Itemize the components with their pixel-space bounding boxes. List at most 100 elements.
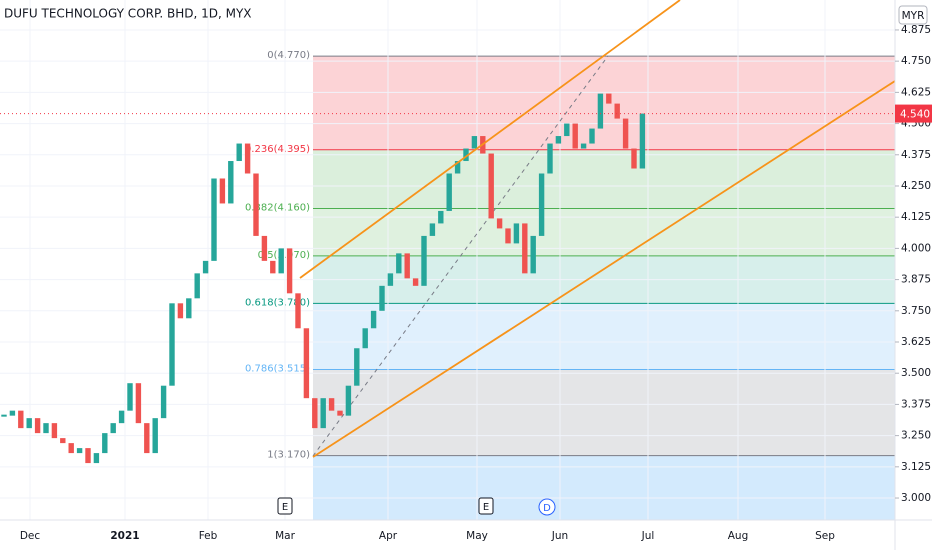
y-tick-label: 4.875 — [901, 24, 931, 36]
candle-body — [152, 418, 158, 454]
candle-body — [18, 410, 24, 429]
candle-body — [589, 128, 595, 144]
candle-body — [93, 453, 100, 464]
y-tick-label: 3.000 — [901, 492, 931, 504]
x-tick-label: Aug — [728, 530, 749, 542]
event-label: E — [483, 502, 489, 513]
y-tick-label: 3.875 — [901, 274, 931, 286]
candle-body — [236, 143, 242, 162]
y-tick-label: 4.125 — [901, 211, 931, 223]
candle-body — [186, 298, 192, 319]
candle-body — [295, 293, 301, 329]
candle-body — [471, 136, 478, 149]
candle-body — [454, 161, 461, 174]
candle-body — [463, 148, 469, 162]
fib-label: 1(3.170) — [267, 450, 310, 461]
candle-body — [622, 118, 629, 149]
channel-upper — [299, 0, 681, 279]
y-tick-label: 4.625 — [901, 86, 931, 98]
candle-body — [639, 113, 646, 169]
grid — [0, 0, 895, 520]
fib-label: 0.236(4.395) — [245, 144, 310, 155]
candle-body — [9, 410, 16, 416]
y-tick-label: 4.000 — [901, 242, 931, 254]
candle-body — [522, 223, 528, 274]
candle-body — [370, 310, 377, 329]
candle-body — [202, 260, 209, 274]
candle-body — [387, 273, 394, 286]
channel-lower — [312, 80, 896, 458]
candle-body — [606, 93, 612, 104]
candle-body — [219, 178, 226, 204]
candle-body — [68, 443, 74, 454]
x-tick-label: Apr — [379, 530, 398, 542]
candle-body — [228, 161, 234, 204]
candle-body — [261, 235, 268, 261]
candle-body — [320, 398, 326, 429]
candle-body — [270, 260, 276, 274]
candle-body — [555, 136, 562, 144]
y-tick-label: 3.250 — [901, 430, 931, 442]
candle-body — [421, 235, 427, 286]
chart-title: DUFU TECHNOLOGY CORP. BHD, 1D, MYX — [4, 7, 252, 21]
price-axis — [895, 0, 932, 550]
fib-trend-line — [312, 55, 609, 457]
candle-body — [211, 178, 217, 261]
candle-body — [446, 173, 452, 211]
candle-body — [160, 385, 167, 419]
y-tick-label: 3.375 — [901, 398, 931, 410]
candle-body — [547, 143, 553, 174]
candle-body — [614, 103, 620, 119]
candle-body — [412, 278, 419, 286]
event-markers: E E D — [277, 497, 556, 516]
axis-labels: Dec 2021 Feb Mar Apr May Jun Jul Aug Sep 4.875 4.75… — [20, 24, 932, 542]
dividend-circle[interactable] — [538, 498, 556, 516]
y-tick-label: 3.625 — [901, 336, 931, 348]
candle-body — [194, 273, 200, 299]
x-tick-label: Mar — [275, 530, 295, 542]
candles — [0, 93, 895, 464]
candle-body — [34, 418, 41, 434]
candle-body — [127, 383, 133, 411]
candle-body — [564, 123, 570, 137]
candle-body — [496, 218, 503, 229]
candle-body — [253, 173, 259, 236]
candle-body — [438, 210, 444, 224]
candle-body — [1, 414, 7, 417]
candle-body — [362, 328, 368, 349]
candle-body — [597, 93, 604, 129]
candle-body — [51, 423, 58, 439]
fib-zone — [313, 303, 895, 370]
event-box[interactable] — [277, 497, 293, 515]
event-label: E — [282, 502, 288, 513]
currency-box[interactable] — [898, 5, 928, 25]
candle-body — [110, 423, 116, 434]
x-tick-label: Jun — [551, 530, 568, 542]
candle-body — [76, 448, 83, 454]
candle-body — [144, 423, 150, 454]
y-tick-label: 4.750 — [901, 55, 931, 67]
fib-zone — [313, 455, 895, 520]
event-label: D — [543, 503, 551, 514]
candle-body — [312, 398, 318, 429]
y-tick-label: 3.125 — [901, 461, 931, 473]
event-box[interactable] — [478, 497, 494, 515]
fib-label: 0.618(3.780) — [245, 297, 310, 308]
candle-body — [572, 123, 578, 149]
candle-body — [328, 398, 335, 411]
x-tick-label: May — [466, 530, 488, 542]
x-tick-label: Feb — [199, 530, 218, 542]
candle-body — [345, 385, 352, 416]
candle-body — [631, 148, 637, 169]
fib-zone — [313, 369, 895, 456]
candle-body — [337, 410, 343, 416]
fib-label: 0.382(4.160) — [245, 202, 310, 213]
y-tick-label: 4.250 — [901, 180, 931, 192]
candle-body — [278, 248, 284, 274]
candle-body — [580, 143, 587, 149]
x-tick-label: 2021 — [110, 530, 139, 542]
candle-body — [379, 285, 385, 311]
x-tick-label: Sep — [815, 530, 835, 542]
candle-body — [169, 303, 175, 386]
